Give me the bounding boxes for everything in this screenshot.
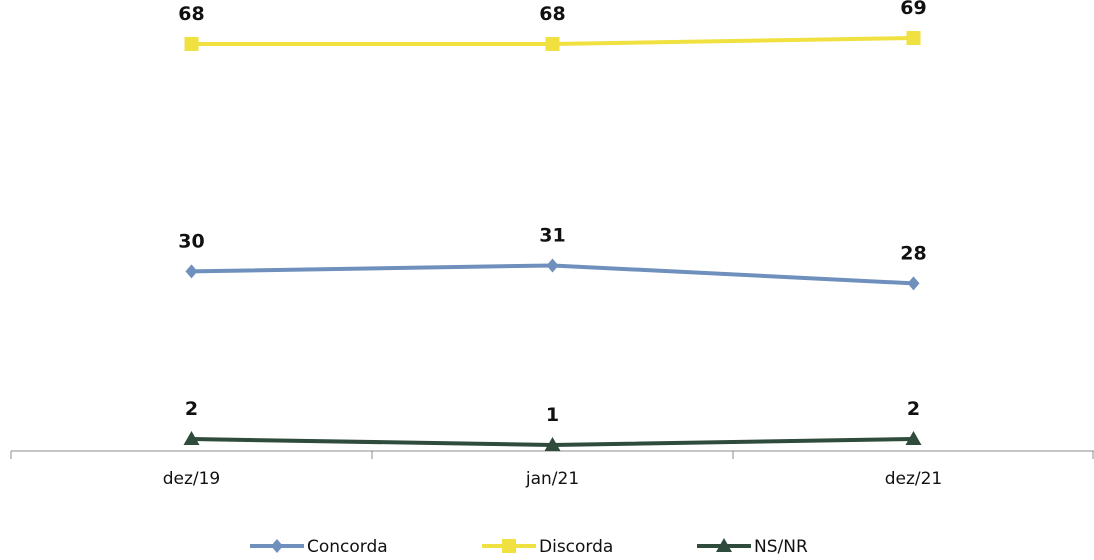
data-label: 2: [907, 398, 920, 420]
data-point: [905, 431, 922, 446]
data-point: [545, 36, 560, 51]
data-point: [906, 30, 921, 45]
legend-label: Discorda: [539, 537, 613, 557]
data-label: 69: [900, 0, 926, 19]
legend: Concorda Discorda NS/NR: [250, 537, 808, 557]
data-label: 28: [900, 242, 926, 264]
legend-marker-icon: [502, 539, 516, 553]
legend-marker-icon: [716, 538, 732, 552]
data-point: [546, 258, 559, 273]
legend-label: Concorda: [307, 537, 388, 557]
x-tick-label: dez/21: [885, 469, 943, 489]
series-group: [183, 30, 922, 452]
data-point: [907, 276, 920, 291]
data-label: 2: [185, 398, 198, 420]
legend-item: Discorda: [482, 537, 613, 557]
legend-item: Concorda: [250, 537, 388, 557]
data-labels: 30 31 28 68 68 69 2 1 2: [178, 0, 926, 426]
data-point: [183, 431, 200, 446]
data-label: 31: [539, 224, 565, 246]
data-point: [184, 36, 199, 51]
data-label: 68: [539, 3, 565, 25]
x-tick-label: dez/19: [163, 469, 221, 489]
data-label: 68: [178, 3, 204, 25]
legend-marker-icon: [271, 539, 283, 553]
data-point: [185, 264, 198, 279]
data-label: 1: [546, 404, 559, 426]
legend-item: NS/NR: [697, 537, 808, 557]
legend-label: NS/NR: [754, 537, 808, 557]
data-point: [544, 437, 561, 452]
x-axis: dez/19 jan/21 dez/21: [10, 450, 1094, 489]
data-label: 30: [178, 230, 204, 252]
x-tick-label: jan/21: [525, 469, 579, 489]
